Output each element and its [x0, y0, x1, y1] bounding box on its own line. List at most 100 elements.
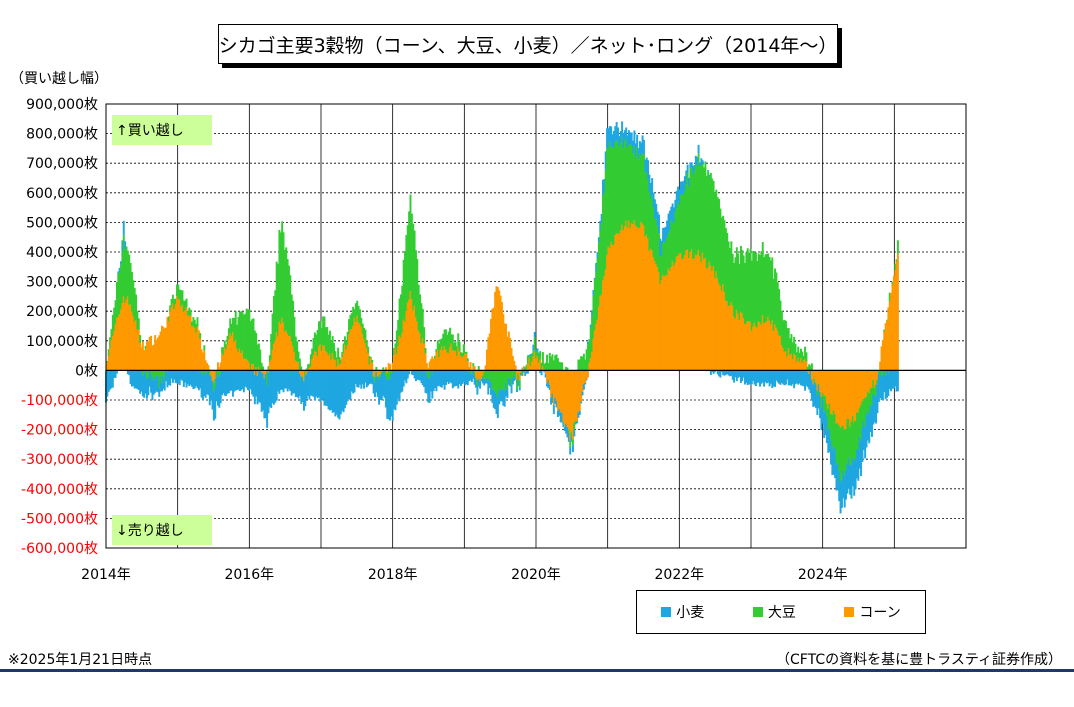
bar-soy	[849, 426, 852, 465]
bar-soy	[825, 403, 828, 417]
bar-corn	[742, 318, 745, 371]
bar-soy	[673, 223, 675, 267]
bar-wheat	[406, 370, 409, 379]
bar-soy	[458, 341, 461, 352]
bar-soy	[862, 398, 865, 422]
bar-corn	[178, 299, 181, 371]
bar-soy	[393, 348, 396, 356]
bar-wheat	[333, 370, 336, 412]
bar-soy	[754, 252, 757, 327]
bar-corn	[754, 326, 757, 371]
y-tick-label: 0枚	[75, 363, 98, 379]
bar-wheat	[249, 370, 252, 389]
bar-corn	[794, 355, 797, 371]
bar-wheat	[424, 370, 427, 393]
bar-soy	[316, 329, 319, 357]
bar-corn	[555, 370, 558, 401]
bar-soy	[804, 346, 807, 360]
bar-soy	[380, 371, 383, 374]
footnote: ※2025年1月21日時点	[8, 652, 153, 668]
bar-corn	[677, 256, 680, 371]
bar-wheat	[522, 370, 525, 373]
bar-wheat	[191, 370, 194, 387]
bar-corn	[423, 343, 426, 371]
bar-soy	[147, 370, 150, 379]
bar-soy	[689, 168, 692, 252]
bar-wheat	[331, 370, 334, 413]
bar-corn	[424, 353, 427, 371]
bar-soy	[647, 179, 650, 239]
bar-soy	[307, 364, 310, 371]
bar-soy	[581, 356, 584, 371]
bar-wheat	[611, 134, 614, 148]
bar-soy	[513, 370, 516, 376]
bar-soy	[401, 285, 404, 333]
bar-corn	[165, 327, 168, 371]
bar-corn	[887, 307, 890, 371]
bar-corn	[603, 276, 606, 371]
bar-wheat	[348, 370, 351, 400]
bar-corn	[133, 322, 136, 371]
bar-corn	[185, 307, 188, 371]
bar-soy	[633, 145, 636, 221]
bar-corn	[832, 370, 835, 411]
bar-wheat	[113, 370, 116, 378]
bar-corn	[722, 284, 725, 371]
bar-wheat	[520, 372, 523, 376]
bar-corn	[429, 359, 432, 371]
bar-soy	[782, 320, 785, 348]
bar-wheat	[447, 370, 450, 384]
bar-soy	[465, 351, 468, 355]
bar-soy	[514, 370, 517, 378]
bar-corn	[839, 370, 842, 428]
bar-soy	[114, 300, 117, 325]
bar-soy	[506, 370, 509, 390]
bar-wheat	[525, 370, 528, 374]
bar-soy	[667, 233, 670, 269]
bar-corn	[588, 362, 591, 371]
bar-wheat	[618, 136, 621, 147]
bar-corn	[111, 336, 114, 371]
bar-wheat	[300, 376, 303, 404]
bar-soy	[244, 313, 247, 359]
bar-soy	[122, 235, 125, 297]
bar-wheat	[177, 370, 180, 384]
bar-wheat	[111, 370, 114, 388]
bar-soy	[178, 289, 181, 300]
bar-soy	[499, 370, 502, 389]
bar-wheat	[316, 370, 319, 399]
bar-wheat	[798, 370, 801, 384]
bar-corn	[435, 352, 438, 371]
bar-soy	[716, 197, 719, 279]
bar-wheat	[576, 421, 579, 424]
bar-wheat	[465, 370, 468, 385]
bar-wheat	[279, 370, 282, 390]
bar-wheat	[401, 370, 404, 392]
bar-soy	[227, 328, 230, 340]
bar-wheat	[282, 370, 285, 393]
bar-wheat	[722, 370, 725, 376]
bar-soy	[457, 333, 460, 348]
bar-corn	[341, 357, 344, 371]
bar-corn	[283, 331, 286, 371]
bar-wheat	[712, 370, 715, 374]
bar-corn	[876, 370, 879, 380]
bar-corn	[135, 320, 138, 371]
bar-soy	[297, 351, 300, 363]
bar-corn	[816, 370, 819, 391]
bar-corn	[850, 370, 853, 422]
bar-soy	[776, 282, 779, 331]
bar-corn	[315, 352, 318, 371]
bar-soy	[417, 284, 420, 331]
bar-wheat	[645, 157, 648, 173]
bar-wheat	[666, 220, 669, 238]
bar-wheat	[533, 331, 536, 338]
bar-soy	[223, 340, 226, 348]
bar-corn	[225, 349, 228, 371]
bar-wheat	[158, 387, 161, 397]
bar-corn	[171, 303, 174, 371]
bar-wheat	[234, 370, 237, 391]
bar-corn	[610, 241, 613, 371]
bar-wheat	[338, 370, 341, 420]
bar-soy	[857, 412, 860, 450]
